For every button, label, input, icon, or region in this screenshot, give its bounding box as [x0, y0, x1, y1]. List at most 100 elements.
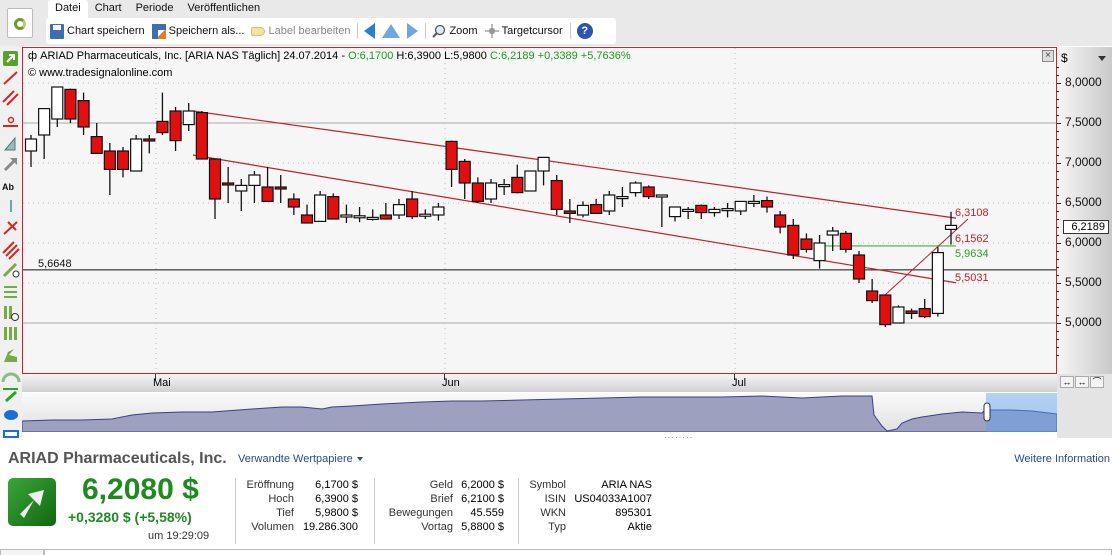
stat-label: Brief [430, 493, 453, 505]
time-navigator[interactable] [21, 393, 1058, 433]
drawing-tools-icons: Ab [1, 51, 21, 438]
stat-value: 6,2100 $ [461, 493, 504, 505]
y-minor-tick [1057, 235, 1059, 236]
candlestick-plot[interactable]: 5,6648 6,3108 6,1562 5,9634 5,5031 [23, 48, 1056, 373]
svg-text:5,5031: 5,5031 [955, 272, 989, 284]
y-minor-tick [1057, 315, 1059, 316]
edit-label-button[interactable]: Label bearbeiten [251, 25, 350, 37]
y-minor-tick [1057, 155, 1059, 156]
y-minor-tick [1057, 323, 1059, 324]
y-minor-tick [1057, 75, 1059, 76]
y-tick [1057, 323, 1061, 324]
app-icon[interactable] [7, 8, 33, 38]
arrow-right-icon [407, 23, 419, 39]
toolbar-separator [425, 23, 427, 39]
grid-lines-icon [4, 286, 17, 298]
stat-label: Volumen [251, 521, 294, 533]
tag-icon [251, 26, 266, 36]
bottom-tab[interactable] [0, 549, 44, 555]
stat-label: Vortag [421, 521, 453, 533]
toolbar: Chart speichern Speichern als... Label b… [46, 18, 616, 44]
save-chart-button[interactable]: Chart speichern [50, 23, 145, 39]
stat-label: Geld [429, 479, 453, 491]
quote-panel: ARIAD Pharmaceuticals, Inc. Verwandte We… [0, 440, 1112, 554]
chart-header: ф ARIAD Pharmaceuticals, Inc. [ARIA NAS … [28, 50, 631, 62]
currency-selector[interactable]: $ [1061, 51, 1068, 65]
y-tick-label: 8,0000 [1065, 75, 1102, 89]
save-as-button[interactable]: Speichern als... [151, 23, 245, 39]
expand-x-button[interactable]: ↔ [1075, 376, 1089, 388]
auto-scale-button[interactable]: ⌒ [1090, 376, 1104, 388]
edit-label-label: Label bearbeiten [268, 25, 351, 37]
stat-label: Tief [276, 507, 294, 519]
rectangle-icon [3, 430, 19, 438]
fan-icon [4, 349, 17, 362]
close-chart-button[interactable]: × [1042, 50, 1054, 62]
stat-value: 6,3900 $ [315, 493, 358, 505]
x-tick [444, 374, 445, 380]
y-axis[interactable]: $ 8,0000 7,5000 7,0000 6,5000 6,0000 5,5000 5,… [1057, 47, 1112, 374]
ellipse-icon [4, 410, 18, 420]
related-securities-dropdown[interactable]: Verwandte Wertpapiere [238, 453, 363, 465]
svg-text:6,3108: 6,3108 [955, 207, 989, 219]
arrow-up-icon [382, 24, 401, 38]
y-minor-tick [1057, 227, 1059, 228]
y-tick [1057, 283, 1061, 284]
resize-grip[interactable]: ········ [664, 433, 694, 442]
y-tick-label: 5,5000 [1065, 275, 1102, 289]
y-minor-tick [1057, 147, 1059, 148]
further-information-link[interactable]: Weitere Information [1014, 453, 1110, 465]
stat-value: 6,1700 $ [315, 479, 358, 491]
y-minor-tick [1057, 203, 1059, 204]
y-minor-tick [1057, 299, 1059, 300]
chart-close-change: C:6,2189 +0,3389 +5,7636% [489, 50, 631, 62]
compress-x-button[interactable]: ↔ [1060, 376, 1074, 388]
help-button[interactable]: ? [576, 23, 593, 39]
price-chart[interactable]: 5,6648 6,3108 6,1562 5,9634 5,5031 ф ARIAD P… [22, 47, 1057, 374]
text-tool-icon: Ab [2, 182, 14, 192]
chart-symbol-icon: ф [28, 50, 41, 62]
arc-icon [1, 372, 21, 383]
up-button[interactable] [382, 24, 401, 38]
y-minor-tick [1057, 291, 1059, 292]
arrow-left-icon [364, 23, 376, 39]
y-tick-label: 7,5000 [1065, 115, 1102, 129]
back-button[interactable] [364, 23, 376, 39]
stat-value: 5,9800 $ [315, 507, 358, 519]
save-chart-label: Chart speichern [67, 25, 145, 37]
tab-chart[interactable]: Chart [94, 2, 122, 14]
x-label-jun: Jun [442, 377, 460, 389]
y-minor-tick [1057, 99, 1059, 100]
y-tick [1057, 123, 1061, 124]
parallel-lines-icon [2, 241, 20, 260]
bottom-tab[interactable] [44, 549, 1112, 555]
x-tick [734, 374, 735, 380]
stat-value: 5,8800 $ [461, 521, 504, 533]
magnifier-icon [432, 24, 446, 38]
zoom-button[interactable]: Zoom [432, 24, 478, 38]
y-tick [1057, 203, 1061, 204]
tab-periode[interactable]: Periode [135, 2, 174, 14]
forward-button[interactable] [407, 23, 419, 39]
arrow-icon [3, 158, 17, 172]
y-tick-label: 6,5000 [1065, 195, 1102, 209]
stat-value: ARIA NAS [601, 479, 652, 491]
y-minor-tick [1057, 307, 1059, 308]
navigator-selection [986, 393, 1057, 432]
y-minor-tick [1057, 267, 1059, 268]
target-cursor-button[interactable]: Targetcursor [484, 24, 563, 38]
y-minor-tick [1057, 131, 1059, 132]
stat-label: WKN [540, 507, 566, 519]
copyright-icon: © [28, 67, 40, 79]
stat-value: 895301 [615, 507, 652, 519]
tab-veroeffentlichen[interactable]: Veröffentlichen [187, 2, 261, 14]
y-minor-tick [1057, 171, 1059, 172]
y-minor-tick [1057, 107, 1059, 108]
chevron-down-icon[interactable] [1098, 56, 1106, 61]
stat-label: ISIN [544, 493, 566, 505]
svg-text:5,9634: 5,9634 [955, 248, 989, 260]
channel-icon [2, 90, 19, 106]
tab-datei[interactable]: Datei [48, 0, 88, 18]
save-as-label: Speichern als... [168, 25, 245, 37]
trendline-icon [3, 71, 18, 85]
